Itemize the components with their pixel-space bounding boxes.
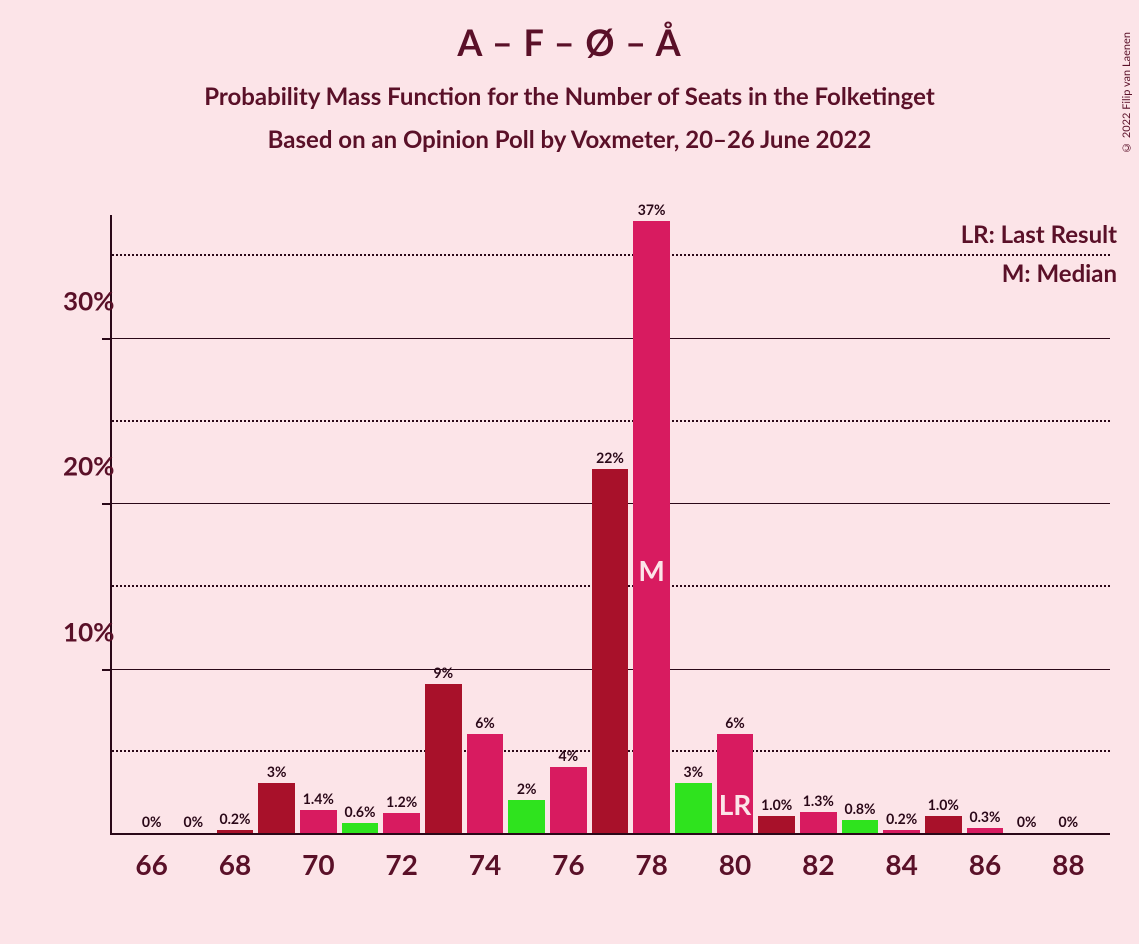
median-marker: M: [638, 553, 664, 587]
bar-value-label: 0.6%: [344, 803, 375, 823]
x-tick-label: 82: [802, 847, 834, 881]
bar: 22%: [592, 469, 629, 833]
bar-value-label: 0%: [1017, 813, 1037, 833]
bar-value-label: 22%: [596, 449, 624, 469]
bar-value-label: 1.0%: [928, 796, 959, 816]
bar: 0.6%: [342, 823, 379, 833]
bar-value-label: 0.8%: [844, 800, 875, 820]
x-tick-label: 66: [135, 847, 167, 881]
x-tick-label: 72: [385, 847, 417, 881]
bar: 1.2%: [383, 813, 420, 833]
bar-value-label: 3%: [684, 763, 704, 783]
x-tick-label: 84: [885, 847, 917, 881]
chart-subtitle-2: Based on an Opinion Poll by Voxmeter, 20…: [0, 125, 1139, 154]
y-tick-mark: [102, 503, 110, 505]
bar: 1.0%: [925, 816, 962, 833]
bar-value-label: 1.2%: [386, 793, 417, 813]
y-tick-mark: [102, 338, 110, 340]
bar-value-label: 1.3%: [803, 792, 834, 812]
bar-value-label: 0.3%: [969, 808, 1000, 828]
chart-plot-area: 6668707274767880828486880%0%0.2%3%1.4%0.…: [110, 215, 1110, 835]
bar-value-label: 0%: [184, 813, 204, 833]
bar-value-label: 1.4%: [303, 790, 334, 810]
bar: 3%: [675, 783, 712, 833]
bar-value-label: 6%: [725, 714, 745, 734]
bar-value-label: 0%: [1059, 813, 1079, 833]
bar-value-label: 4%: [559, 747, 579, 767]
bar-value-label: 0%: [142, 813, 162, 833]
x-tick-label: 70: [302, 847, 334, 881]
bar-value-label: 1.0%: [761, 796, 792, 816]
x-tick-label: 80: [719, 847, 751, 881]
bar-value-label: 2%: [517, 780, 537, 800]
y-tick-mark: [102, 669, 110, 671]
bar-value-label: 3%: [267, 763, 287, 783]
bar: 4%: [550, 767, 587, 833]
bar: 0.2%: [883, 830, 920, 833]
bar: 0.8%: [842, 820, 879, 833]
x-tick-label: 76: [552, 847, 584, 881]
bar: 1.4%: [300, 810, 337, 833]
last-result-marker: LR: [719, 787, 752, 821]
bar-value-label: 0.2%: [886, 810, 917, 830]
bar-value-label: 37%: [638, 201, 666, 221]
bar: 2%: [508, 800, 545, 833]
x-axis: [110, 833, 1110, 835]
x-tick-label: 88: [1052, 847, 1084, 881]
bar-value-label: 6%: [475, 714, 495, 734]
bar: 3%: [258, 783, 295, 833]
x-tick-label: 78: [635, 847, 667, 881]
bar: 6%LR: [717, 734, 754, 833]
bar: 0.3%: [967, 828, 1004, 833]
y-tick-label: 20%: [63, 450, 96, 559]
bar: 1.0%: [758, 816, 795, 833]
bar-value-label: 0.2%: [219, 810, 250, 830]
chart-subtitle-1: Probability Mass Function for the Number…: [0, 82, 1139, 111]
x-tick-label: 86: [969, 847, 1001, 881]
gridline-minor: [112, 254, 1110, 256]
bar-value-label: 9%: [434, 664, 454, 684]
bar: 37%M: [633, 221, 670, 833]
copyright-text: © 2022 Filip van Laenen: [1120, 32, 1133, 154]
bar: 0.2%: [217, 830, 254, 833]
chart-title: A – F – Ø – Å: [0, 20, 1139, 64]
bar: 1.3%: [800, 812, 837, 833]
gridline-major: [112, 338, 1110, 339]
x-tick-label: 74: [469, 847, 501, 881]
gridline-minor: [112, 420, 1110, 422]
y-tick-label: 30%: [63, 285, 96, 394]
x-tick-label: 68: [219, 847, 251, 881]
y-tick-label: 10%: [63, 615, 96, 724]
bar: 6%: [467, 734, 504, 833]
bar: 9%: [425, 684, 462, 833]
